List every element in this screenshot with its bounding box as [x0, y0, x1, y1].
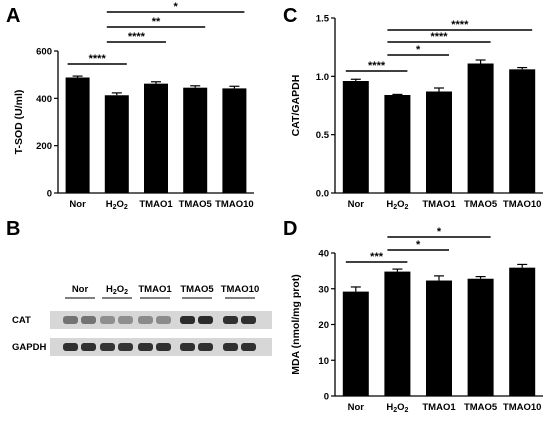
- bar: [222, 88, 247, 193]
- bar: [509, 267, 536, 396]
- y-tick-label: 1.5: [316, 14, 330, 25]
- x-tick-label: TMAO10: [503, 402, 542, 413]
- blot-band: [100, 316, 115, 324]
- chart-cat-gapdh: 0.0 0.5 1.0 1.5 CAT/GAPDH Nor H2O2 TMAO1 TMAO5 TM…: [290, 14, 543, 211]
- blot-band: [241, 316, 256, 324]
- bar: [509, 69, 536, 193]
- significance-label: *: [416, 239, 421, 251]
- blot-lane-label: H2O2: [106, 284, 128, 296]
- blot-band: [223, 343, 238, 351]
- western-blot: Nor H2O2 TMAO1 TMAO5 TMAO10 CAT GAPDH: [12, 284, 272, 356]
- blot-lane-label: Nor: [72, 284, 89, 295]
- x-tick-label: Nor: [348, 199, 365, 210]
- bar: [144, 83, 168, 193]
- y-tick-label: 400: [36, 94, 52, 105]
- blot-band: [100, 343, 115, 351]
- significance-label: *: [173, 1, 178, 13]
- x-tick-label: TMAO1: [422, 199, 456, 210]
- x-tick-label: TMAO5: [464, 199, 498, 210]
- y-tick-label: 10: [318, 356, 329, 367]
- y-tick-label: 600: [36, 47, 52, 58]
- blot-band: [118, 343, 133, 351]
- y-axis-label: MDA (nmol/mg prot): [290, 274, 302, 375]
- x-tick-label: TMAO10: [215, 199, 254, 210]
- blot-band: [63, 316, 78, 324]
- bar: [467, 63, 494, 193]
- bar: [384, 271, 411, 396]
- blot-band: [81, 316, 96, 324]
- bar: [426, 280, 452, 396]
- blot-band: [198, 316, 213, 324]
- significance-label: ****: [430, 31, 448, 43]
- blot-band: [156, 343, 171, 351]
- y-tick-label: 30: [318, 284, 329, 295]
- significance-label: *: [416, 44, 421, 56]
- x-tick-label: H2O2: [386, 199, 408, 211]
- bar: [342, 291, 369, 396]
- y-tick-label: 0: [324, 392, 329, 403]
- x-tick-label: TMAO1: [422, 402, 456, 413]
- blot-lane-label: TMAO5: [180, 284, 214, 295]
- blot-row-label: CAT: [12, 315, 31, 326]
- y-tick-label: 0.0: [316, 189, 329, 200]
- panel-letter-c: C: [283, 5, 297, 27]
- y-tick-label: 200: [36, 141, 52, 152]
- y-axis-label: CAT/GAPDH: [290, 75, 302, 137]
- blot-band: [138, 343, 153, 351]
- x-tick-label: TMAO1: [139, 199, 173, 210]
- bar: [426, 91, 452, 193]
- blot-band: [63, 343, 78, 351]
- blot-band: [81, 343, 96, 351]
- panel-letter-d: D: [283, 218, 297, 240]
- bar: [467, 278, 494, 396]
- significance-label: **: [152, 16, 161, 28]
- significance-label: ****: [368, 60, 386, 72]
- x-tick-label: H2O2: [386, 402, 408, 414]
- y-tick-label: 0.5: [316, 130, 330, 141]
- bar: [104, 95, 129, 193]
- significance-label: ****: [128, 31, 146, 43]
- x-tick-label: H2O2: [106, 199, 128, 211]
- x-tick-label: TMAO5: [179, 199, 213, 210]
- chart-t-sod: 0 200 400 600 T-SOD (U/ml) Nor H2O2 TMAO1 TMAO5 T…: [13, 1, 254, 211]
- panel-letter-a: A: [6, 5, 20, 27]
- blot-band: [138, 316, 153, 324]
- bar: [342, 81, 369, 193]
- x-tick-label: Nor: [348, 402, 365, 413]
- blot-band: [180, 343, 195, 351]
- bar: [65, 77, 90, 193]
- blot-band: [198, 343, 213, 351]
- x-tick-label: TMAO5: [464, 402, 498, 413]
- y-tick-label: 1.0: [316, 72, 329, 83]
- y-axis-label: T-SOD (U/ml): [13, 90, 25, 155]
- blot-band: [180, 316, 195, 324]
- blot-lane-label: TMAO10: [221, 284, 260, 295]
- x-tick-label: TMAO10: [503, 199, 542, 210]
- blot-row-label: GAPDH: [12, 342, 46, 353]
- bar: [183, 87, 208, 193]
- significance-label: ****: [451, 19, 469, 31]
- bar: [384, 95, 411, 193]
- blot-band: [241, 343, 256, 351]
- chart-mda: 0 10 20 30 40 MDA (nmol/mg prot) Nor H2O2 TMAO1 T…: [290, 226, 543, 414]
- significance-label: ***: [370, 251, 384, 263]
- y-tick-label: 20: [318, 320, 329, 331]
- blot-band: [156, 316, 171, 324]
- blot-band: [223, 316, 238, 324]
- blot-band: [118, 316, 133, 324]
- x-tick-label: Nor: [69, 199, 86, 210]
- y-tick-label: 0: [47, 189, 52, 200]
- y-tick-label: 40: [318, 249, 329, 260]
- panel-letter-b: B: [6, 218, 20, 240]
- significance-label: ****: [89, 53, 107, 65]
- significance-label: *: [437, 226, 442, 238]
- blot-lane-label: TMAO1: [138, 284, 172, 295]
